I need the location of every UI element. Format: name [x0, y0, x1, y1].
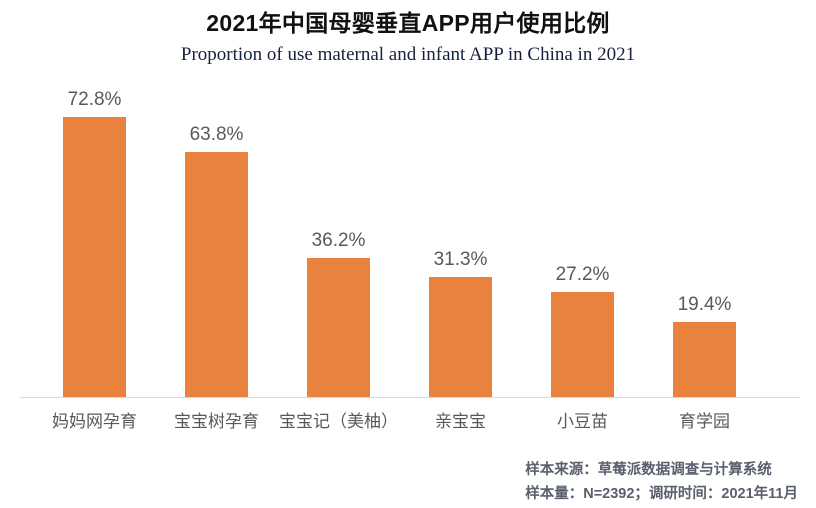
- x-axis-label-2: 宝宝树孕育: [174, 412, 259, 431]
- bar-2[interactable]: 63.8%: [185, 124, 248, 397]
- bar-rect[interactable]: [551, 292, 614, 397]
- footnote-sample: 样本量：N=2392；调研时间：2021年11月: [525, 486, 798, 502]
- bar-value-label: 72.8%: [67, 89, 122, 111]
- x-axis-label-1: 妈妈网孕育: [52, 412, 137, 431]
- bar-3[interactable]: 36.2%: [307, 230, 370, 397]
- page-title: 2021年中国母婴垂直APP用户使用比例: [206, 10, 610, 36]
- bar-value-label: 31.3%: [433, 248, 488, 270]
- bar-value-label: 36.2%: [311, 229, 366, 251]
- bar-1[interactable]: 72.8%: [63, 89, 126, 397]
- x-axis-label-4: 亲宝宝: [435, 412, 486, 431]
- chart-header: 2021年中国母婴垂直APP用户使用比例 Proportion of use m…: [0, 8, 816, 68]
- bar-value-label: 19.4%: [677, 294, 732, 316]
- bar-rect[interactable]: [673, 322, 736, 397]
- bar-6[interactable]: 19.4%: [673, 294, 736, 397]
- x-axis-label-6: 育学园: [679, 412, 730, 431]
- bar-rect[interactable]: [429, 276, 492, 397]
- footnote-source: 样本来源：草莓派数据调查与计算系统: [525, 462, 772, 478]
- chart-subtitle: Proportion of use maternal and infant AP…: [180, 44, 636, 65]
- x-axis-label-3: 宝宝记（美柚）: [279, 412, 398, 431]
- x-axis-line: [20, 397, 800, 398]
- bar-5[interactable]: 27.2%: [551, 264, 614, 397]
- x-axis-label-5: 小豆苗: [557, 412, 608, 431]
- chart-footnote: 样本来源：草莓派数据调查与计算系统 样本量：N=2392；调研时间：2021年1…: [525, 458, 798, 506]
- bar-rect[interactable]: [63, 117, 126, 397]
- bar-4[interactable]: 31.3%: [429, 249, 492, 397]
- bar-value-label: 63.8%: [189, 123, 244, 145]
- bar-rect[interactable]: [185, 151, 248, 397]
- bar-rect[interactable]: [307, 257, 370, 397]
- bar-value-label: 27.2%: [555, 264, 610, 286]
